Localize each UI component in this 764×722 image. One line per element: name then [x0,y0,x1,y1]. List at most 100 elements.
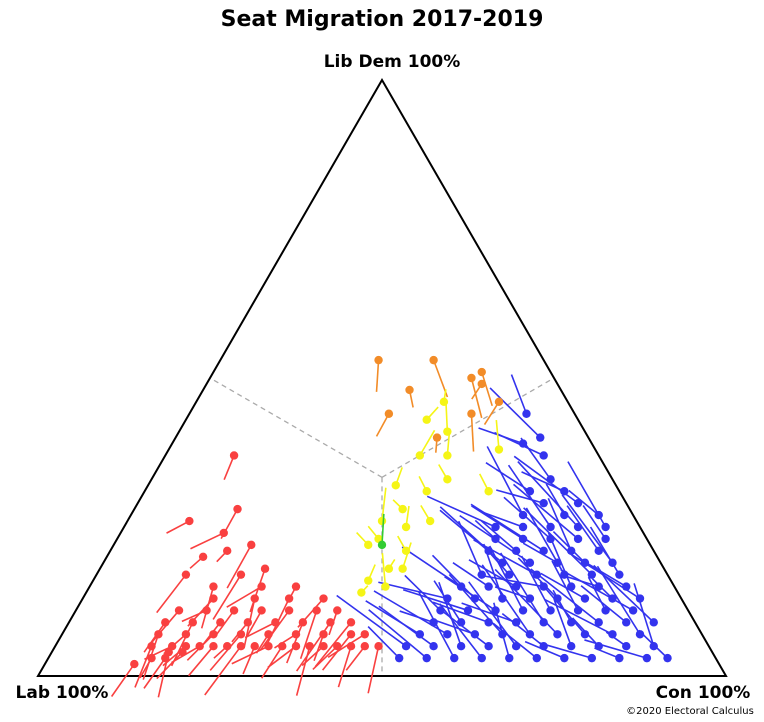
seat-path-lab [204,645,242,696]
seat-dot-mixed [381,582,390,591]
triangle-frame [36,77,728,677]
seat-dot-con [642,653,652,663]
seat-con [441,610,493,651]
seat-con [461,602,521,627]
seat-dot-con [594,546,603,556]
seat-con [523,507,597,579]
seat-dot-con [436,606,445,615]
seat-dot-con [553,558,562,567]
seat-path-ld [375,360,380,392]
seat-path-con [461,602,517,624]
seat-path-lab [327,633,366,658]
seat-dot-con [539,642,548,651]
seat-lab [242,642,259,675]
seat-lab [204,642,246,696]
seat-lab [301,642,328,667]
seat-con [485,462,535,496]
seat-mixed [381,553,390,591]
seat-path-mixed [381,487,387,522]
seat-dot-con [484,642,493,651]
seat-dot-con [456,618,466,627]
seat-con [596,565,645,639]
seat-dot-lab [229,606,239,615]
seat-lab [223,451,239,481]
seat-ld [432,433,442,453]
seat-con [477,574,548,591]
vertex-label-libdem: Lib Dem 100% [324,52,461,72]
seat-lab [170,618,197,667]
seat-dot-con [498,594,507,603]
seat-dot-mixed [391,481,400,490]
seat-dot-con [505,570,514,579]
seat-mixed [438,464,452,484]
seat-con [367,625,404,663]
seat-path-lab [286,622,304,664]
seat-mixed [422,406,439,424]
seat-dot-con [649,642,658,651]
seat-dot-mixed [422,415,431,424]
seat-path-green [381,513,385,545]
seat-dot-mixed [357,588,366,597]
seat-dot-con [628,606,638,615]
seat-dot-con [422,653,431,663]
seat-lab [345,642,369,671]
seat-lab [143,618,170,653]
seat-path-lab [249,568,266,613]
seat-dot-ld [374,355,383,365]
seat-dot-green [377,540,387,550]
seat-dot-lab [333,606,342,615]
seat-dot-mixed [415,451,425,460]
seat-con [553,599,576,651]
seat-dot-mixed [484,487,493,496]
seat-con [501,612,548,651]
seat-con [510,374,531,418]
seat-dot-con [518,439,528,448]
seat-con [489,387,545,442]
seat-dot-con [560,487,569,496]
seat-dot-con [470,594,480,603]
seat-dot-con [573,534,583,544]
seat-path-con [485,462,531,492]
seat-dot-lab [284,606,294,615]
guide-line-3 [381,377,555,478]
seat-mixed [397,535,411,556]
seat-path-lab [110,663,135,697]
seat-mixed [418,476,431,496]
seat-dot-con [553,594,562,603]
seat-dot-con [580,558,590,567]
seat-dot-lab [233,504,242,514]
seat-con [503,496,555,544]
seat-path-lab [215,609,235,636]
seat-path-con [365,600,421,635]
seat-con [507,464,555,532]
seat-path-con [336,594,407,647]
seat-dot-con [522,409,531,418]
seat-dot-con [518,534,528,544]
seat-dot-con [546,522,555,532]
seat-mixed [478,473,493,496]
seat-dot-con [491,522,500,532]
seat-dot-lab [229,451,239,460]
vertex-label-con: Con 100% [656,683,751,703]
seat-dot-lab [216,618,225,627]
seat-dot-mixed [443,427,452,436]
seat-path-con [540,572,586,600]
seat-path-con [591,578,614,600]
seat-dot-con [525,594,535,603]
seat-path-lab [170,622,194,667]
seat-con [512,483,583,544]
seat-path-con [568,489,600,516]
seat-dot-con [546,534,555,544]
seat-ld [477,367,493,407]
seat-con [586,562,631,591]
seat-dot-lab [319,642,328,651]
seat-path-con [551,560,579,611]
seat-lab [110,659,139,697]
seat-lab [156,570,191,614]
seat-lab [314,618,356,668]
seat-dot-con [601,534,610,544]
seat-path-mixed [419,429,436,456]
chart-title: Seat Migration 2017-2019 [221,7,544,32]
seat-path-con [587,576,607,611]
seat-dot-con [491,606,500,615]
